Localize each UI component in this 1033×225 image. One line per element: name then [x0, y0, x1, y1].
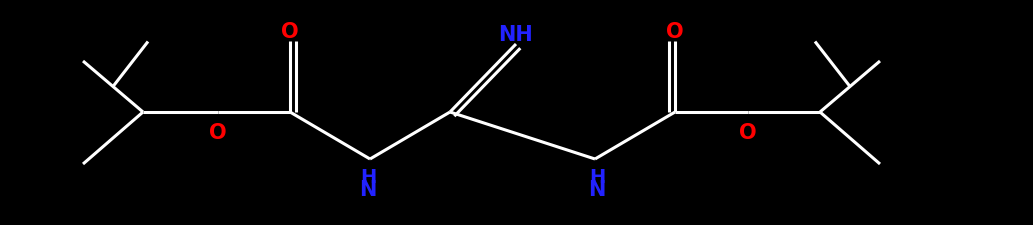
Text: O: O: [666, 22, 684, 42]
Text: N: N: [589, 179, 605, 199]
Text: N: N: [359, 179, 377, 199]
Text: O: O: [740, 122, 757, 142]
Text: O: O: [210, 122, 227, 142]
Text: H: H: [359, 168, 376, 187]
Text: H: H: [589, 168, 605, 187]
Text: NH: NH: [499, 25, 533, 45]
Text: O: O: [281, 22, 299, 42]
